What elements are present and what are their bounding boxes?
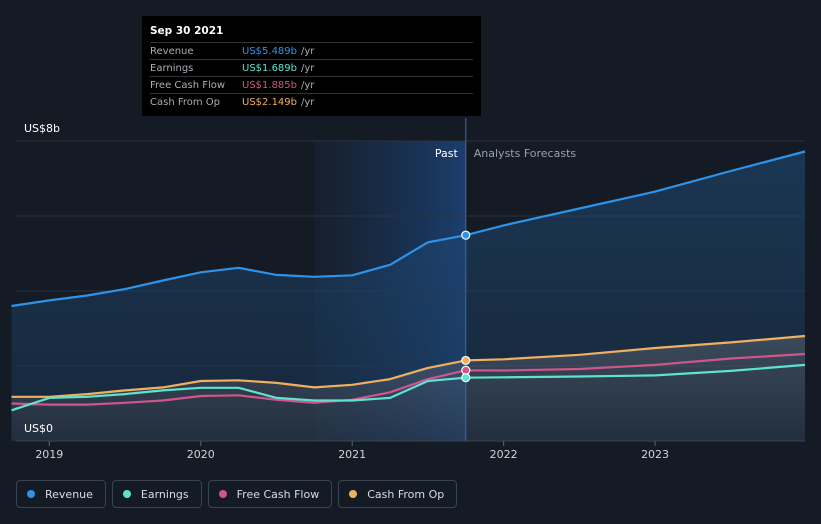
tooltip-value: US$1.689b [242, 62, 298, 74]
marker-cash-from-op [461, 355, 471, 366]
legend-label: Earnings [140, 487, 189, 501]
series-line-cash-from-op [11, 334, 806, 398]
legend-label: Cash From Op [367, 487, 445, 501]
tooltip-value: US$2.149b [242, 96, 298, 108]
x-tick-label: 2022 [490, 448, 518, 461]
marker-earnings [461, 373, 471, 383]
tooltip-value: US$1.885b [242, 79, 298, 91]
tooltip-row: Revenue US$5.489b/yr [150, 42, 473, 59]
marker-revenue [461, 230, 471, 240]
series-line-earnings [11, 363, 806, 412]
tooltip-label: Cash From Op [150, 96, 221, 108]
tooltip-label: Revenue [150, 45, 194, 57]
legend: Revenue Earnings Free Cash Flow Cash From O… [16, 480, 458, 508]
legend-item-free-cash-flow[interactable]: Free Cash Flow [207, 480, 333, 508]
x-tick-label: 2023 [641, 448, 669, 461]
tooltip-label: Earnings [150, 62, 194, 74]
tooltip-row: Cash From Op US$2.149b/yr [150, 93, 473, 110]
legend-label: Free Cash Flow [236, 487, 320, 501]
tooltip-unit: /yr [301, 79, 315, 91]
legend-label: Revenue [45, 487, 93, 501]
tooltip-row: Earnings US$1.689b/yr [150, 59, 473, 76]
tooltip-unit: /yr [301, 45, 315, 57]
x-tick-label: 2021 [338, 448, 366, 461]
forecast-label: Analysts Forecasts [474, 147, 577, 160]
legend-item-earnings[interactable]: Earnings [111, 480, 202, 508]
legend-item-revenue[interactable]: Revenue [16, 480, 106, 508]
tooltip-row: Free Cash Flow US$1.885b/yr [150, 76, 473, 93]
tooltip-value: US$5.489b [242, 45, 298, 57]
series-line-revenue [11, 150, 806, 308]
tooltip: Sep 30 2021 Revenue US$5.489b/yr Earnings U… [142, 16, 481, 116]
y-axis-top-label: US$8b [24, 122, 61, 135]
tooltip-unit: /yr [301, 96, 315, 108]
legend-dot-icon [122, 490, 131, 498]
y-axis-bottom-label: US$0 [24, 422, 54, 435]
lower-area [11, 336, 806, 441]
past-label: Past [435, 147, 459, 160]
tooltip-label: Free Cash Flow [150, 79, 226, 91]
x-tick-label: 2020 [187, 448, 215, 461]
legend-dot-icon [27, 490, 35, 498]
tooltip-date: Sep 30 2021 [150, 25, 224, 37]
legend-dot-icon [218, 490, 227, 498]
x-tick-label: 2019 [35, 448, 63, 461]
tooltip-unit: /yr [301, 62, 315, 74]
legend-item-cash-from-op[interactable]: Cash From Op [338, 480, 458, 508]
legend-dot-icon [349, 490, 358, 498]
